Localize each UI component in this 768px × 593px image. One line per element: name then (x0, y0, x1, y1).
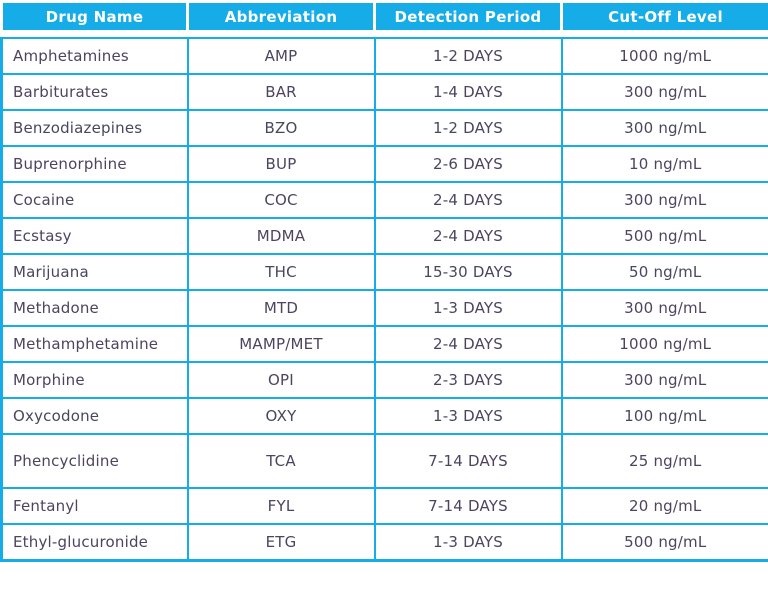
header-body-gap (1, 31, 768, 38)
cutoff-level-cell: 100 ng/mL (560, 397, 768, 435)
detection-period-cell: 1-2 DAYS (373, 37, 563, 75)
cutoff-level-cell: 500 ng/mL (560, 217, 768, 255)
detection-period-cell: 1-3 DAYS (373, 289, 563, 327)
cutoff-level-cell: 500 ng/mL (560, 523, 768, 562)
abbreviation-cell: OXY (186, 397, 376, 435)
detection-period-cell: 1-2 DAYS (373, 109, 563, 147)
cutoff-level-cell: 50 ng/mL (560, 253, 768, 291)
abbreviation-cell: MDMA (186, 217, 376, 255)
abbreviation-cell: AMP (186, 37, 376, 75)
detection-period-cell: 1-3 DAYS (373, 523, 563, 562)
table-row: Fentanyl FYL 7-14 DAYS 20 ng/mL (0, 487, 768, 525)
table-row: Marijuana THC 15-30 DAYS 50 ng/mL (0, 253, 768, 291)
cutoff-level-cell: 10 ng/mL (560, 145, 768, 183)
detection-period-cell: 1-3 DAYS (373, 397, 563, 435)
detection-period-cell: 2-6 DAYS (373, 145, 563, 183)
drug-name-cell: Amphetamines (0, 37, 189, 75)
abbreviation-cell: BUP (186, 145, 376, 183)
cutoff-level-cell: 25 ng/mL (560, 433, 768, 489)
abbreviation-cell: THC (186, 253, 376, 291)
cutoff-level-cell: 300 ng/mL (560, 289, 768, 327)
header-body-gap-cell (1, 31, 768, 38)
cutoff-level-cell: 1000 ng/mL (560, 37, 768, 75)
drug-name-cell: Morphine (0, 361, 189, 399)
cutoff-level-cell: 300 ng/mL (560, 361, 768, 399)
abbreviation-cell: TCA (186, 433, 376, 489)
drug-name-cell: Methamphetamine (0, 325, 189, 363)
header-cutoff-level: Cut-Off Level (560, 0, 768, 33)
detection-period-cell: 2-3 DAYS (373, 361, 563, 399)
cutoff-level-cell: 1000 ng/mL (560, 325, 768, 363)
detection-period-cell: 2-4 DAYS (373, 325, 563, 363)
table-row: Amphetamines AMP 1-2 DAYS 1000 ng/mL (0, 37, 768, 75)
abbreviation-cell: BZO (186, 109, 376, 147)
drug-name-cell: Methadone (0, 289, 189, 327)
drug-name-cell: Barbiturates (0, 73, 189, 111)
detection-period-cell: 7-14 DAYS (373, 487, 563, 525)
table-row: Barbiturates BAR 1-4 DAYS 300 ng/mL (0, 73, 768, 111)
abbreviation-cell: MTD (186, 289, 376, 327)
abbreviation-cell: ETG (186, 523, 376, 562)
detection-period-cell: 2-4 DAYS (373, 217, 563, 255)
cutoff-level-cell: 300 ng/mL (560, 181, 768, 219)
detection-period-cell: 15-30 DAYS (373, 253, 563, 291)
header-abbreviation: Abbreviation (186, 0, 376, 33)
table-row: Ethyl-glucuronide ETG 1-3 DAYS 500 ng/mL (0, 523, 768, 562)
table-header: Drug Name Abbreviation Detection Period … (0, 0, 768, 38)
drug-name-cell: Phencyclidine (0, 433, 189, 489)
table-row: Ecstasy MDMA 2-4 DAYS 500 ng/mL (0, 217, 768, 255)
table-row: Oxycodone OXY 1-3 DAYS 100 ng/mL (0, 397, 768, 435)
header-drug-name: Drug Name (0, 0, 189, 33)
abbreviation-cell: FYL (186, 487, 376, 525)
drug-name-cell: Buprenorphine (0, 145, 189, 183)
table-row: Methamphetamine MAMP/MET 2-4 DAYS 1000 ng/m… (0, 325, 768, 363)
drug-name-cell: Fentanyl (0, 487, 189, 525)
cutoff-level-cell: 300 ng/mL (560, 109, 768, 147)
abbreviation-cell: BAR (186, 73, 376, 111)
detection-period-cell: 7-14 DAYS (373, 433, 563, 489)
detection-period-cell: 2-4 DAYS (373, 181, 563, 219)
drug-name-cell: Ethyl-glucuronide (0, 523, 189, 562)
drug-name-cell: Marijuana (0, 253, 189, 291)
header-detection-period: Detection Period (373, 0, 563, 33)
table-row: Phencyclidine TCA 7-14 DAYS 25 ng/mL (0, 433, 768, 489)
cutoff-level-cell: 300 ng/mL (560, 73, 768, 111)
abbreviation-cell: COC (186, 181, 376, 219)
abbreviation-cell: MAMP/MET (186, 325, 376, 363)
table-row: Methadone MTD 1-3 DAYS 300 ng/mL (0, 289, 768, 327)
cutoff-level-cell: 20 ng/mL (560, 487, 768, 525)
table-body: Amphetamines AMP 1-2 DAYS 1000 ng/mL Barbitu… (0, 37, 768, 562)
table-row: Buprenorphine BUP 2-6 DAYS 10 ng/mL (0, 145, 768, 183)
header-row: Drug Name Abbreviation Detection Period … (0, 0, 768, 33)
table-row: Benzodiazepines BZO 1-2 DAYS 300 ng/mL (0, 109, 768, 147)
table-row: Morphine OPI 2-3 DAYS 300 ng/mL (0, 361, 768, 399)
table-row: Cocaine COC 2-4 DAYS 300 ng/mL (0, 181, 768, 219)
drug-test-table: Drug Name Abbreviation Detection Period … (0, 0, 768, 562)
abbreviation-cell: OPI (186, 361, 376, 399)
drug-name-cell: Benzodiazepines (0, 109, 189, 147)
detection-period-cell: 1-4 DAYS (373, 73, 563, 111)
drug-name-cell: Cocaine (0, 181, 189, 219)
drug-name-cell: Ecstasy (0, 217, 189, 255)
drug-name-cell: Oxycodone (0, 397, 189, 435)
